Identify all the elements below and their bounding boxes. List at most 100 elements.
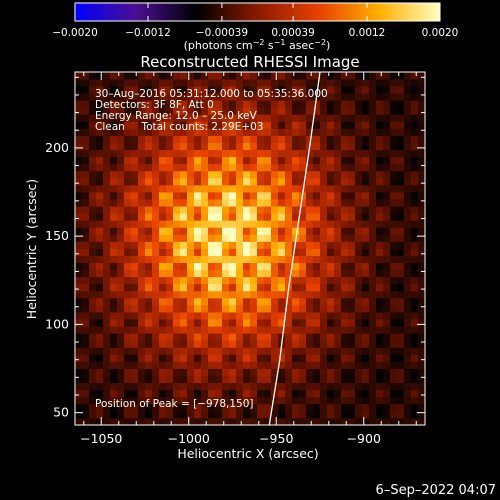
heatmap-pixel <box>383 297 391 306</box>
y-tick-label: 200 <box>45 140 69 155</box>
heatmap-pixel <box>285 72 293 80</box>
heatmap-pixel <box>117 234 125 242</box>
heatmap-pixel <box>320 283 328 292</box>
heatmap-pixel <box>215 100 223 108</box>
heatmap-pixel <box>138 248 146 256</box>
heatmap-pixel <box>383 79 391 87</box>
heatmap-pixel <box>145 361 153 369</box>
heatmap-pixel <box>201 79 209 87</box>
heatmap-pixel <box>390 234 398 242</box>
heatmap-pixel <box>96 121 104 129</box>
heatmap-pixel <box>320 199 328 207</box>
heatmap-pixel <box>222 121 230 129</box>
heatmap-pixel <box>117 170 125 179</box>
heatmap-pixel <box>334 417 342 425</box>
heatmap-pixel <box>96 347 104 355</box>
heatmap-pixel <box>383 417 391 425</box>
heatmap-pixel <box>383 149 391 158</box>
heatmap-pixel <box>292 156 300 165</box>
heatmap-pixel <box>299 354 307 362</box>
heatmap-pixel <box>215 375 223 384</box>
heatmap-pixel <box>138 128 146 136</box>
heatmap-pixel <box>152 114 160 122</box>
heatmap-pixel <box>271 269 279 278</box>
heatmap-pixel <box>348 410 356 419</box>
heatmap-pixel <box>243 107 251 115</box>
heatmap-pixel <box>180 93 188 101</box>
heatmap-pixel <box>299 290 307 299</box>
heatmap-pixel <box>369 170 377 179</box>
heatmap-pixel <box>215 156 223 165</box>
heatmap-pixel <box>82 319 90 327</box>
heatmap-pixel <box>341 156 349 165</box>
heatmap-pixel <box>89 403 97 412</box>
heatmap-pixel <box>320 213 328 221</box>
heatmap-pixel <box>383 248 391 256</box>
heatmap-pixel <box>82 375 90 384</box>
heatmap-pixel <box>152 100 160 108</box>
heatmap-pixel <box>89 86 97 94</box>
heatmap-pixel <box>124 93 132 101</box>
heatmap-pixel <box>166 227 174 235</box>
heatmap-pixel <box>299 396 307 405</box>
heatmap-pixel <box>145 241 153 249</box>
heatmap-pixel <box>418 135 425 143</box>
heatmap-pixel <box>362 142 370 151</box>
heatmap-pixel <box>341 326 349 334</box>
heatmap-pixel <box>348 86 356 94</box>
heatmap-pixel <box>383 86 391 94</box>
heatmap-pixel <box>383 93 391 101</box>
heatmap-pixel <box>306 347 314 355</box>
heatmap-pixel <box>201 149 209 158</box>
heatmap-pixel <box>173 361 181 369</box>
heatmap-pixel <box>222 389 230 398</box>
heatmap-pixel <box>152 354 160 362</box>
heatmap-pixel <box>194 220 202 228</box>
heatmap-pixel <box>257 375 265 384</box>
heatmap-pixel <box>285 290 293 299</box>
heatmap-pixel <box>418 184 425 193</box>
heatmap-pixel <box>285 142 293 151</box>
heatmap-pixel <box>166 389 174 398</box>
heatmap-pixel <box>243 163 251 172</box>
heatmap-pixel <box>362 206 370 214</box>
heatmap-pixel <box>376 333 384 341</box>
heatmap-pixel <box>243 199 251 207</box>
heatmap-pixel <box>82 79 90 87</box>
heatmap-pixel <box>306 312 314 320</box>
heatmap-pixel <box>82 234 90 242</box>
heatmap-pixel <box>103 382 111 391</box>
heatmap-pixel <box>103 262 111 271</box>
heatmap-pixel <box>390 220 398 228</box>
heatmap-pixel <box>243 184 251 193</box>
heatmap-pixel <box>75 347 83 355</box>
heatmap-pixel <box>96 192 104 200</box>
heatmap-pixel <box>264 417 272 425</box>
heatmap-pixel <box>89 213 97 221</box>
heatmap-pixel <box>362 177 370 186</box>
heatmap-pixel <box>404 389 412 398</box>
heatmap-pixel <box>229 403 237 412</box>
heatmap-pixel <box>152 163 160 172</box>
heatmap-pixel <box>341 396 349 405</box>
heatmap-pixel <box>348 72 356 80</box>
heatmap-pixel <box>264 156 272 165</box>
heatmap-pixel <box>82 177 90 186</box>
heatmap-pixel <box>180 220 188 228</box>
heatmap-pixel <box>173 227 181 235</box>
heatmap-pixel <box>383 396 391 405</box>
heatmap-pixel <box>376 375 384 384</box>
heatmap-pixel <box>159 121 167 129</box>
heatmap-pixel <box>117 326 125 334</box>
heatmap-pixel <box>411 326 419 334</box>
heatmap-pixel <box>418 368 425 376</box>
heatmap-pixel <box>369 297 377 306</box>
heatmap-pixel <box>131 396 139 405</box>
heatmap-pixel <box>89 354 97 362</box>
heatmap-pixel <box>173 326 181 334</box>
heatmap-pixel <box>292 333 300 341</box>
heatmap-pixel <box>75 86 83 94</box>
heatmap-pixel <box>411 340 419 348</box>
heatmap-pixel <box>180 248 188 256</box>
heatmap-pixel <box>75 269 83 278</box>
